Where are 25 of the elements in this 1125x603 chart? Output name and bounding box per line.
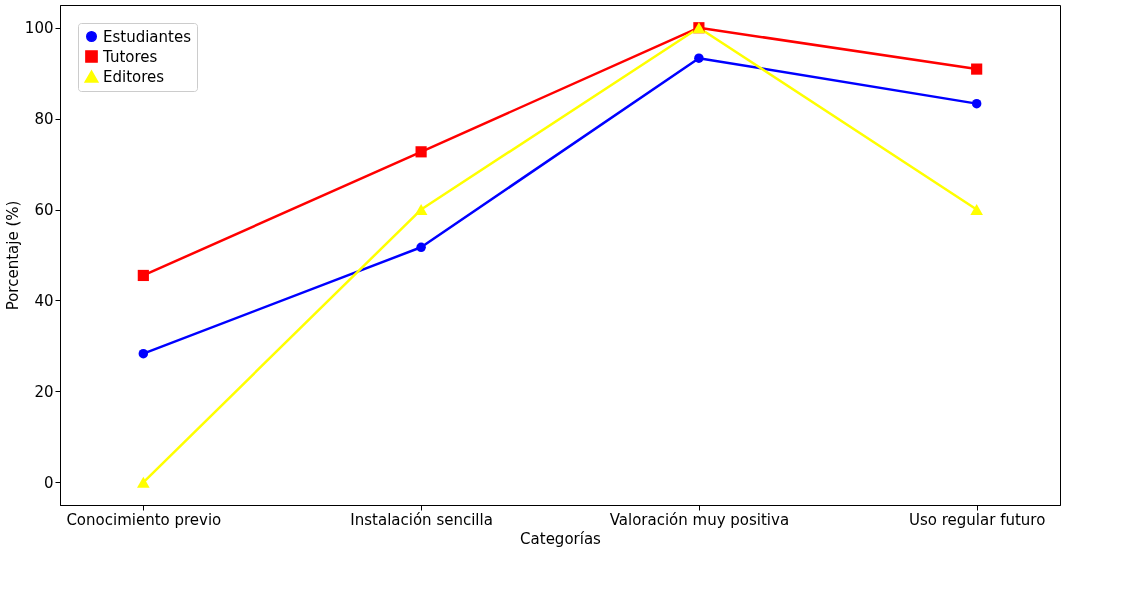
- x-tick-label: Conocimiento previo: [66, 510, 222, 529]
- point: [414, 204, 428, 216]
- legend-label: Editores: [103, 67, 165, 86]
- x-tick-label: Instalación sencilla: [350, 510, 493, 529]
- point: [138, 348, 149, 359]
- y-tick-label: 60: [34, 201, 54, 220]
- point: [137, 476, 150, 488]
- y-tick-label: 100: [24, 19, 54, 38]
- point: [137, 269, 149, 282]
- y-tick-label: 20: [34, 382, 54, 401]
- point: [971, 63, 983, 75]
- point: [971, 98, 982, 109]
- x-axis-title: Categorías: [520, 529, 602, 548]
- y-tick-label: 80: [34, 110, 54, 129]
- legend-label: Estudiantes: [103, 27, 192, 46]
- x-tick-label: Uso regular futuro: [909, 510, 1046, 529]
- point: [415, 146, 427, 158]
- y-axis-title: Porcentaje (%): [3, 200, 22, 311]
- point: [416, 242, 426, 253]
- y-tick-label: 0: [43, 473, 54, 492]
- legend-label: Tutores: [102, 47, 158, 66]
- point: [970, 204, 983, 216]
- y-tick-label: 40: [34, 291, 54, 310]
- point: [694, 53, 704, 63]
- x-tick-label: Valoración muy positiva: [609, 510, 790, 529]
